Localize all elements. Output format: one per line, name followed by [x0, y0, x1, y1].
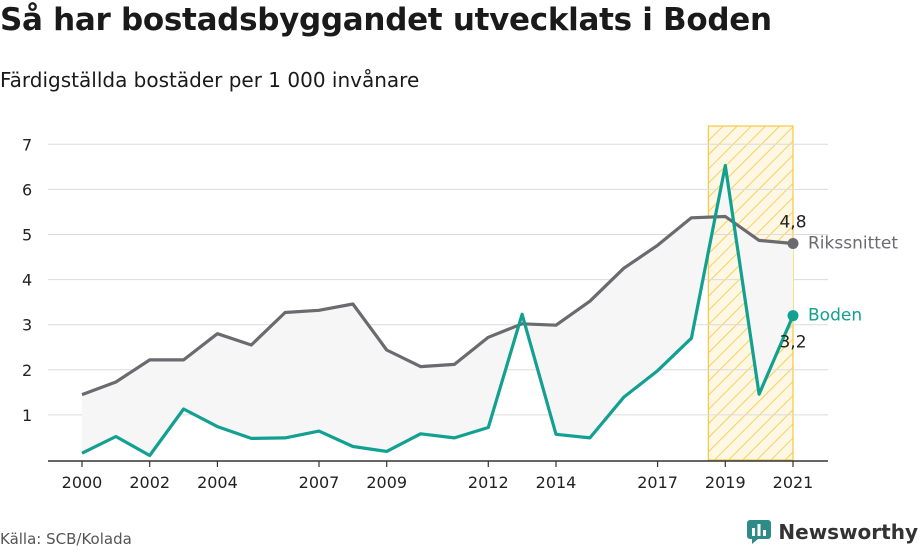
x-tick-label: 2014	[536, 473, 577, 492]
data-label-rikssnittet: 4,8	[779, 213, 806, 233]
x-tick-label: 2000	[62, 473, 103, 492]
x-tick-label: 2021	[773, 473, 814, 492]
series-line-rikssnittet	[81, 214, 794, 397]
brand-logo[interactable]: Newsworthy	[746, 519, 918, 545]
newsworthy-chat-icon	[747, 520, 772, 544]
axes: 1 2 3 4 5 6 7 2000 2002 2004 2007 2009 2012 2014 2017 2…	[22, 135, 828, 492]
x-tick-label: 2009	[366, 473, 407, 492]
x-tick-label: 2012	[468, 473, 509, 492]
series-lines	[81, 163, 799, 458]
y-tick-label: 6	[22, 180, 32, 199]
series-endpoint-rikssnittet	[787, 238, 799, 250]
brand-name: Newsworthy	[778, 520, 918, 544]
gap-band	[82, 165, 793, 456]
gap-area	[82, 165, 793, 456]
x-tick-label: 2004	[197, 473, 238, 492]
x-tick-label: 2019	[705, 473, 746, 492]
y-tick-label: 3	[22, 316, 32, 335]
series-label-boden: Boden	[808, 306, 862, 326]
series-line-boden	[81, 163, 795, 458]
page-title: Så har bostadsbyggandet utvecklats i Bod…	[0, 2, 772, 38]
y-tick-label: 2	[22, 361, 32, 380]
series-label-rikssnittet: Rikssnittet	[808, 234, 898, 254]
y-tick-label: 5	[22, 226, 32, 245]
gridlines	[48, 143, 828, 416]
y-tick-label: 4	[22, 271, 32, 290]
chart-subtitle: Färdigställda bostäder per 1 000 invånar…	[0, 68, 420, 92]
x-tick-label: 2017	[637, 473, 678, 492]
data-label-boden: 3,2	[779, 333, 806, 353]
y-tick-label: 7	[22, 135, 32, 154]
x-tick-label: 2002	[129, 473, 170, 492]
x-tick-label: 2007	[299, 473, 340, 492]
y-tick-label: 1	[22, 406, 32, 425]
source-note: Källa: SCB/Kolada	[0, 530, 132, 548]
series-endpoint-boden	[787, 310, 799, 322]
